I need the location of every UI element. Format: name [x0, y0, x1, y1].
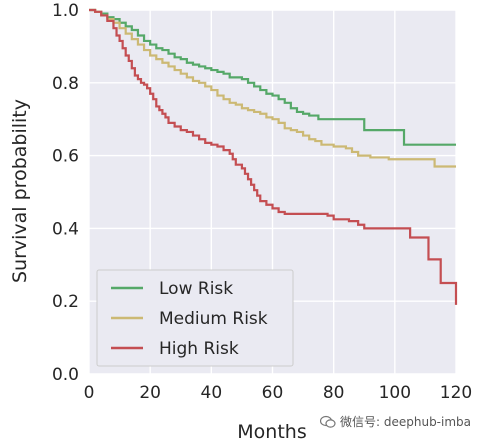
- y-tick-label: 0.0: [52, 365, 79, 385]
- x-tick-label: 100: [379, 383, 411, 403]
- watermark: 微信号: deephub-imba: [320, 413, 471, 430]
- legend: Low Risk Medium Risk High Risk: [96, 269, 294, 367]
- legend-label: High Risk: [159, 339, 239, 359]
- y-tick-label: 0.4: [52, 219, 79, 239]
- x-tick-label: 80: [323, 383, 345, 403]
- x-tick-label: 120: [440, 383, 472, 403]
- y-tick-label: 0.2: [52, 292, 79, 312]
- watermark-text: 微信号: deephub-imba: [340, 415, 472, 429]
- y-tick-label: 1.0: [52, 1, 79, 21]
- series-line-medium-risk: [89, 8, 456, 168]
- x-tick-label: 0: [84, 383, 95, 403]
- series-line-high-risk: [89, 8, 458, 305]
- wechat-icon: [320, 415, 336, 428]
- series-line-low-risk: [89, 8, 456, 146]
- y-tick-label: 0.8: [52, 74, 79, 94]
- y-tick-labels: 0.0 0.2 0.4 0.6 0.8 1.0: [52, 1, 79, 385]
- legend-box: [96, 269, 294, 367]
- legend-label: Medium Risk: [159, 309, 268, 329]
- series-lines: [89, 8, 458, 305]
- x-axis-title: Months: [237, 421, 306, 443]
- y-axis-title: Survival probability: [9, 99, 31, 283]
- x-tick-label: 40: [201, 383, 223, 403]
- y-tick-label: 0.6: [52, 147, 79, 167]
- x-tick-labels: 0 20 40 60 80 100 120: [84, 383, 473, 403]
- x-tick-label: 20: [139, 383, 161, 403]
- x-tick-label: 60: [262, 383, 284, 403]
- legend-label: Low Risk: [159, 279, 233, 299]
